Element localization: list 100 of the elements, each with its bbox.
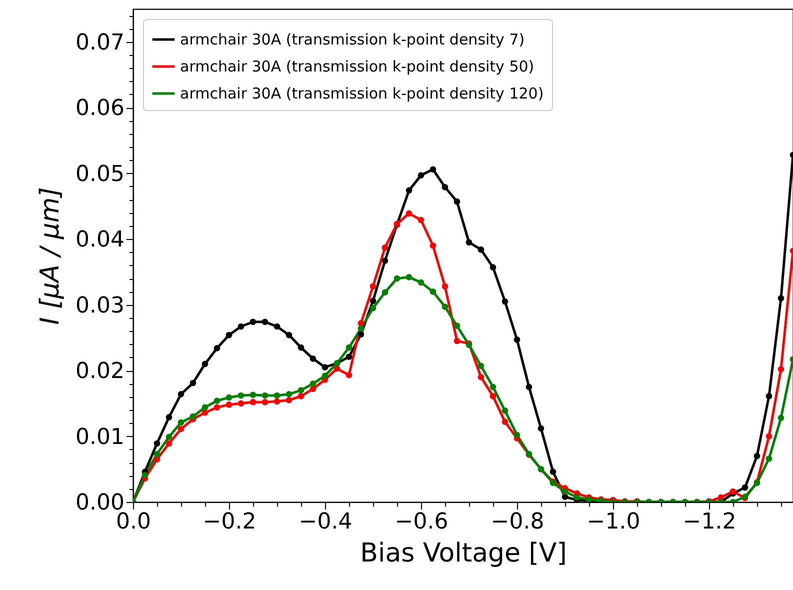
point xyxy=(478,246,484,253)
point xyxy=(382,258,388,264)
x-tick-label: −0.6 xyxy=(394,510,448,534)
point xyxy=(238,392,244,399)
point xyxy=(394,275,400,282)
point xyxy=(262,392,268,399)
point xyxy=(370,298,376,304)
point xyxy=(262,318,268,326)
point xyxy=(742,484,748,491)
legend-label: armchair 30A (transmission k-point density 120) xyxy=(180,84,544,102)
point xyxy=(358,331,364,338)
point xyxy=(226,332,232,338)
point xyxy=(562,488,568,495)
point xyxy=(226,402,232,408)
point xyxy=(430,166,436,173)
point xyxy=(286,396,292,404)
point xyxy=(166,414,172,420)
point xyxy=(430,288,436,295)
point xyxy=(358,320,364,326)
point xyxy=(238,323,244,330)
point xyxy=(238,400,244,407)
point xyxy=(490,393,496,400)
point xyxy=(778,414,784,422)
point xyxy=(310,380,316,387)
point xyxy=(346,354,352,360)
point xyxy=(274,398,280,405)
point xyxy=(442,304,448,310)
point xyxy=(310,356,316,362)
point xyxy=(538,425,544,432)
point xyxy=(526,384,532,390)
point xyxy=(478,362,484,370)
point xyxy=(322,372,328,379)
point xyxy=(214,345,220,352)
point xyxy=(286,391,292,398)
point xyxy=(430,242,436,249)
point xyxy=(166,434,172,440)
point xyxy=(202,360,208,368)
point xyxy=(778,295,784,302)
y-tick-label: 0.04 xyxy=(76,228,124,253)
point xyxy=(574,494,580,501)
point xyxy=(346,344,352,351)
point xyxy=(514,336,520,343)
point xyxy=(298,393,304,400)
point xyxy=(346,372,352,378)
point xyxy=(454,198,460,205)
x-tick-label: −1.0 xyxy=(586,510,640,534)
point xyxy=(250,318,256,326)
point xyxy=(370,283,376,290)
point xyxy=(466,239,472,246)
point xyxy=(154,450,160,458)
point xyxy=(274,323,280,330)
y-tick-label: 0.01 xyxy=(76,424,124,450)
point xyxy=(358,325,364,332)
point xyxy=(178,419,184,426)
point xyxy=(406,187,412,194)
point xyxy=(178,391,184,398)
x-tick-label: −0.4 xyxy=(298,510,352,534)
point xyxy=(214,398,220,404)
point xyxy=(766,393,772,400)
point xyxy=(142,472,148,478)
point xyxy=(334,365,340,372)
y-tick-label: 0.02 xyxy=(76,359,124,384)
y-axis-title: I [μA / μm] xyxy=(36,187,66,325)
x-tick-label: −0.2 xyxy=(202,510,256,534)
point xyxy=(442,283,448,290)
point xyxy=(766,433,772,440)
point xyxy=(490,264,496,270)
point xyxy=(550,468,556,475)
point xyxy=(754,452,760,460)
point xyxy=(310,386,316,392)
point xyxy=(166,440,172,447)
point xyxy=(226,394,232,401)
legend-label: armchair 30A (transmission k-point density 50) xyxy=(180,58,534,76)
point xyxy=(454,322,460,329)
x-axis-title: Bias Voltage [V] xyxy=(360,538,567,568)
point xyxy=(382,244,388,251)
point xyxy=(370,304,376,312)
point xyxy=(478,374,484,380)
y-tick-label: 0.05 xyxy=(76,162,124,187)
point xyxy=(178,426,184,432)
point xyxy=(250,398,256,406)
point xyxy=(202,404,208,410)
point xyxy=(154,456,160,462)
point xyxy=(418,216,424,224)
point xyxy=(250,392,256,398)
point xyxy=(502,418,508,425)
point xyxy=(442,184,448,190)
point xyxy=(490,384,496,390)
point xyxy=(502,407,508,414)
point xyxy=(214,404,220,410)
point xyxy=(382,289,388,296)
point xyxy=(418,172,424,178)
point xyxy=(418,279,424,286)
point xyxy=(562,494,568,500)
point xyxy=(202,409,208,416)
legend-label: armchair 30A (transmission k-point density 7) xyxy=(180,30,525,48)
point xyxy=(778,366,784,372)
point xyxy=(766,455,772,462)
point xyxy=(262,398,268,406)
point xyxy=(502,298,508,305)
